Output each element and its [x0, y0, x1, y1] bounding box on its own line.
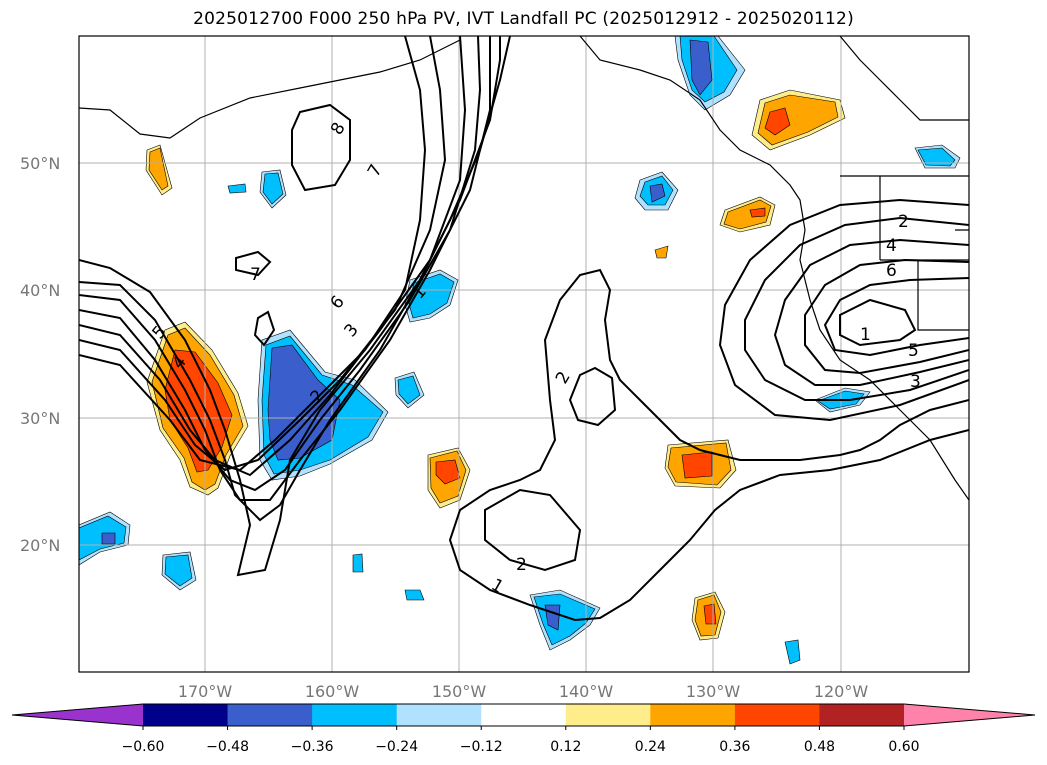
lon-label: 170°W: [178, 682, 233, 701]
colorbar-segment: [143, 704, 229, 726]
pv-contours: [79, 36, 969, 622]
coastlines: [79, 36, 969, 501]
colorbar-tick-label: 0.48: [804, 739, 835, 755]
lon-label: 160°W: [305, 682, 360, 701]
lat-label: 30°N: [20, 409, 60, 428]
lat-label: 20°N: [20, 536, 60, 555]
contour-label: 7: [250, 265, 261, 285]
colorbar-tick-label: 0.60: [888, 739, 919, 755]
colorbar-tick-label: 0.24: [635, 739, 666, 755]
colorbar-extend-high: [904, 704, 1035, 726]
graticule: [79, 36, 969, 672]
map-area: 8 7 7 6 5 4 3 2 1 2 2 1 2 4 6 1 5 3: [79, 36, 969, 672]
colorbar-tick-label: 0.36: [719, 739, 750, 755]
colorbar-tick-label: −0.36: [291, 739, 334, 755]
contour-label: 4: [886, 236, 897, 256]
contour-label: 5: [908, 341, 919, 361]
contour-label: 2: [516, 555, 527, 575]
colorbar-tick-label: 0.12: [550, 739, 581, 755]
colorbar-segment: [734, 704, 820, 726]
colorbar-tick-label: −0.60: [122, 739, 165, 755]
lon-label: 130°W: [686, 682, 741, 701]
lon-label: 150°W: [432, 682, 487, 701]
contour-labels: 8 7 7 6 5 4 3 2 1 2 2 1 2 4 6 1 5 3: [149, 119, 921, 598]
lat-label: 40°N: [20, 281, 60, 300]
contour-label: 3: [910, 372, 921, 392]
colorbar-segment: [819, 704, 905, 726]
colorbar-tick-label: −0.48: [206, 739, 249, 755]
colorbar: −0.60 −0.48 −0.36 −0.24 −0.12 0.12 0.24 0.36 0.4…: [11, 703, 1036, 755]
colorbar-segment: [312, 704, 398, 726]
map-border: [78, 35, 970, 673]
lat-label: 50°N: [20, 154, 60, 173]
lon-label: 140°W: [559, 682, 614, 701]
colorbar-tick-label: −0.12: [460, 739, 503, 755]
latitude-labels: 50°N 40°N 30°N 20°N: [20, 154, 60, 555]
colorbar-segment: [227, 704, 313, 726]
colorbar-segment: [396, 704, 482, 726]
colorbar-segment: [650, 704, 736, 726]
contour-label: 1: [860, 325, 871, 345]
colorbar-extend-low: [12, 704, 143, 726]
colorbar-segment: [481, 704, 567, 726]
colorbar-segment: [565, 704, 651, 726]
contour-label: 6: [886, 261, 897, 281]
colorbar-tick-label: −0.24: [375, 739, 418, 755]
lon-label: 120°W: [814, 682, 869, 701]
contour-label: 2: [898, 212, 909, 232]
map-title: 2025012700 F000 250 hPa PV, IVT Landfall…: [193, 9, 854, 29]
longitude-labels: 170°W 160°W 150°W 140°W 130°W 120°W: [178, 682, 869, 701]
